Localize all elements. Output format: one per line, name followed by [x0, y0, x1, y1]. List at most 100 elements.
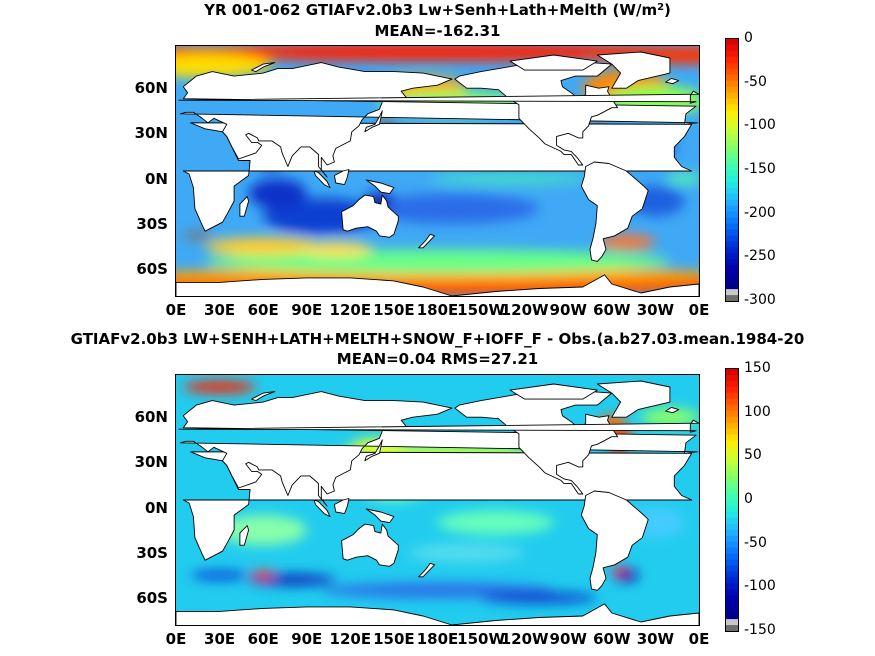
map2-subtitle: MEAN=0.04 RMS=27.21 [336, 350, 539, 368]
lon-label: 150W [457, 301, 505, 319]
colorbar-step [726, 476, 738, 483]
lat-label: 0N [145, 498, 168, 517]
lon-label: 0E [165, 630, 187, 648]
land-northamerica [454, 389, 619, 495]
land-sumatra [313, 170, 331, 189]
lon-label: 60E [247, 301, 279, 319]
colorbar-step [726, 277, 738, 284]
field-anomaly-8 [176, 53, 271, 78]
land-australia [341, 194, 399, 238]
lat-label: 60N [134, 408, 168, 427]
field-anomaly-15 [597, 234, 656, 250]
lon-label: 120E [329, 630, 372, 648]
colorbar-step [726, 625, 738, 631]
colorbar-step [726, 50, 738, 58]
map1-title: YR 001-062 GTIAFv2.0b3 Lw+Senh+Lath+Melt… [0, 1, 875, 19]
colorbar-step [726, 464, 738, 471]
field-anomaly-18 [364, 193, 540, 224]
land-northamerica [454, 60, 619, 166]
lon-label: 180E [416, 301, 459, 319]
land-sumatra [313, 499, 331, 518]
colorbar-step [726, 44, 738, 52]
colorbar-step [726, 158, 738, 165]
colorbar-step [726, 619, 738, 626]
map1-plot [175, 45, 700, 297]
land-newguinea [365, 508, 395, 524]
lon-label: 60W [593, 301, 631, 319]
land-newguinea [365, 179, 395, 195]
colorbar-step [726, 253, 738, 260]
colorbar-step [726, 140, 738, 147]
colorbar-step [726, 386, 738, 394]
colorbar-tick-label: -50 [744, 73, 767, 90]
lat-label: 30S [136, 214, 168, 233]
field-anomaly-14 [299, 241, 373, 257]
colorbar-step [726, 193, 738, 201]
lat-label: 30S [136, 543, 168, 562]
land-madagascar [239, 196, 250, 217]
lon-label: 60E [247, 630, 279, 648]
colorbar-step [726, 241, 738, 248]
field-anomaly-12 [611, 566, 627, 576]
colorbar-step [726, 86, 738, 94]
colorbar-tick-label: 150 [744, 360, 771, 376]
land-antarctica [176, 274, 699, 296]
lon-label: 60W [593, 630, 631, 648]
land-japan [364, 439, 383, 462]
colorbar-tick-label: -100 [744, 578, 776, 595]
colorbar-step [726, 128, 738, 135]
colorbar-step [726, 110, 738, 117]
lat-label: 0N [145, 169, 168, 188]
colorbar-step [726, 116, 738, 123]
field-anomaly-15 [408, 543, 525, 562]
colorbar-step [726, 164, 738, 171]
lon-label: 150E [373, 301, 415, 319]
colorbar-step [726, 482, 738, 489]
colorbar-step [726, 265, 738, 272]
field-anomaly-4 [183, 381, 256, 394]
field-anomaly-5 [640, 408, 699, 427]
land-japan [364, 110, 383, 133]
lon-label: 30W [636, 301, 675, 319]
field-anomaly-10 [190, 570, 249, 580]
field-anomaly-20 [248, 178, 307, 209]
colorbar-step [726, 39, 738, 46]
lon-label: 0E [688, 301, 710, 319]
colorbar-step [726, 98, 738, 105]
colorbar-step [726, 122, 738, 129]
colorbar-step [726, 92, 738, 100]
map2-plot [175, 374, 700, 626]
colorbar-step [726, 589, 738, 596]
cbar1-svg [726, 39, 738, 301]
colorbar-step [726, 80, 738, 88]
colorbar-step [726, 392, 738, 400]
lon-label: 150E [373, 630, 415, 648]
colorbar-step [726, 68, 738, 76]
colorbar-step [726, 446, 738, 453]
colorbar-step [726, 211, 738, 219]
land-iceland [665, 77, 680, 85]
field-anomaly-13 [205, 237, 322, 256]
lon-label: 30W [636, 630, 675, 648]
land-arctic_islands [509, 383, 598, 400]
colorbar-step [726, 229, 738, 236]
colorbar-step [726, 577, 738, 584]
land-borneo [333, 169, 350, 186]
land-uk [178, 419, 699, 433]
colorbar-step [726, 205, 738, 213]
colorbar-tick-label: 50 [744, 447, 762, 464]
lat-label: 60S [136, 259, 168, 278]
colorbar-step [726, 613, 738, 620]
colorbar-step [726, 146, 738, 153]
lat-label: 30N [134, 453, 168, 472]
colorbar-step [726, 583, 738, 590]
field-anomaly-14 [481, 591, 598, 604]
colorbar-tick-label: -50 [744, 534, 767, 551]
colorbar-step [726, 523, 738, 531]
colorbar-tick-label: -150 [744, 161, 776, 177]
map1-title-suffix: ) [664, 1, 671, 19]
colorbar-tick-label: -100 [744, 117, 776, 134]
field-anomaly-26 [667, 172, 699, 185]
colorbar-step [726, 104, 738, 111]
lon-label: 30E [204, 301, 236, 319]
